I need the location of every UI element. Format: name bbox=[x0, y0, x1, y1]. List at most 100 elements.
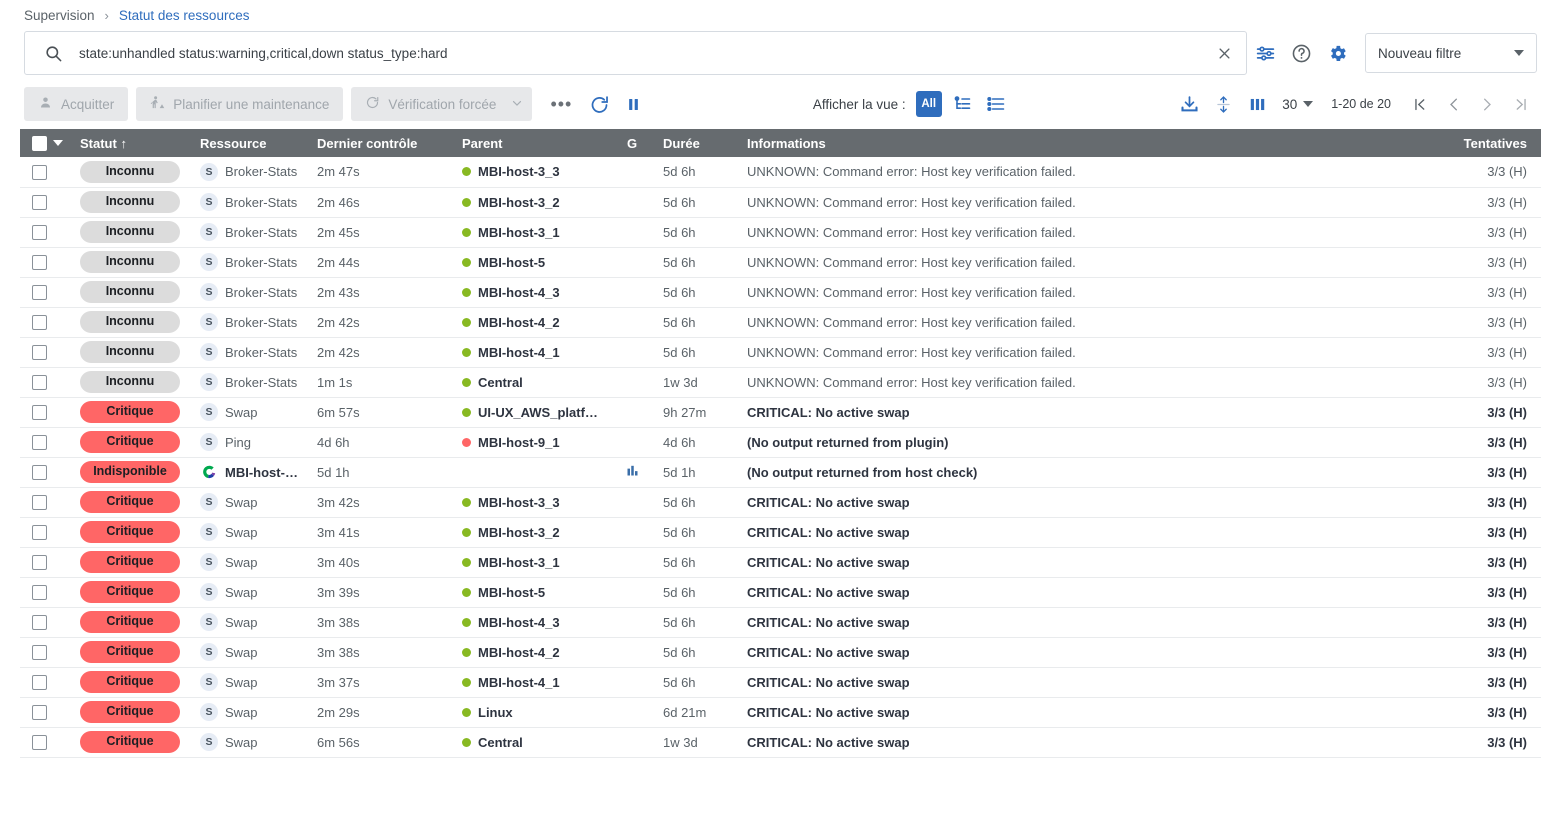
parent-name[interactable]: MBI-host-4_3 bbox=[478, 614, 560, 630]
refresh-icon[interactable] bbox=[582, 87, 616, 121]
row-checkbox[interactable] bbox=[32, 495, 47, 511]
row-checkbox[interactable] bbox=[32, 315, 47, 331]
column-header-duration[interactable]: Durée bbox=[655, 129, 739, 157]
table-row[interactable]: Critique S Swap 3m 41s MBI-host-3_2 5d 6h CRIT… bbox=[20, 517, 1541, 548]
row-checkbox[interactable] bbox=[32, 195, 47, 211]
row-checkbox[interactable] bbox=[32, 435, 47, 451]
column-header-parent[interactable]: Parent bbox=[454, 129, 609, 157]
resource-name[interactable]: Swap bbox=[225, 404, 258, 420]
resource-cell[interactable]: S Broker-Stats bbox=[192, 337, 309, 368]
select-all-checkbox[interactable] bbox=[32, 135, 47, 151]
parent-name[interactable]: MBI-host-3_3 bbox=[478, 164, 560, 180]
row-height-icon[interactable] bbox=[1206, 87, 1240, 121]
row-checkbox[interactable] bbox=[32, 255, 47, 271]
resource-name[interactable]: Swap bbox=[225, 494, 258, 510]
breadcrumb-root[interactable]: Supervision bbox=[24, 8, 95, 23]
resource-cell[interactable]: S Swap bbox=[192, 637, 309, 668]
next-page-icon[interactable] bbox=[1471, 88, 1503, 120]
resource-name[interactable]: Broker-Stats bbox=[225, 194, 298, 210]
parent-name[interactable]: MBI-host-4_2 bbox=[478, 644, 560, 660]
row-checkbox[interactable] bbox=[32, 675, 47, 691]
table-row[interactable]: Inconnu S Broker-Stats 2m 43s MBI-host-4_3 5d… bbox=[20, 277, 1541, 308]
table-row[interactable]: Critique S Swap 3m 42s MBI-host-3_3 5d 6h CRIT… bbox=[20, 487, 1541, 518]
parent-name[interactable]: MBI-host-4_1 bbox=[478, 674, 560, 690]
resource-cell[interactable]: S Broker-Stats bbox=[192, 277, 309, 308]
first-page-icon[interactable] bbox=[1403, 88, 1435, 120]
resource-name[interactable]: Broker-Stats bbox=[225, 284, 298, 300]
resource-name[interactable]: Broker-Stats bbox=[225, 344, 298, 360]
resource-cell[interactable]: S Broker-Stats bbox=[192, 217, 309, 248]
acknowledge-button[interactable]: Acquitter bbox=[24, 87, 129, 121]
table-row[interactable]: Inconnu S Broker-Stats 2m 44s MBI-host-5 5d 6… bbox=[20, 247, 1541, 278]
row-checkbox[interactable] bbox=[32, 375, 47, 391]
parent-name[interactable]: Central bbox=[478, 374, 523, 390]
resource-cell[interactable]: S Broker-Stats bbox=[192, 187, 309, 218]
resource-name[interactable]: MBI-host-9_1 bbox=[225, 464, 301, 480]
column-header-last-check[interactable]: Dernier contrôle bbox=[309, 129, 454, 157]
prev-page-icon[interactable] bbox=[1437, 88, 1469, 120]
table-row[interactable]: Inconnu S Broker-Stats 1m 1s Central 1w 3d UNK… bbox=[20, 367, 1541, 398]
resource-name[interactable]: Broker-Stats bbox=[225, 164, 298, 180]
parent-name[interactable]: MBI-host-3_1 bbox=[478, 554, 560, 570]
resource-cell[interactable]: S Broker-Stats bbox=[192, 157, 309, 188]
parent-name[interactable]: Central bbox=[478, 734, 523, 750]
row-checkbox[interactable] bbox=[32, 465, 47, 481]
search-input[interactable]: state:unhandled status:warning,critical,… bbox=[79, 45, 448, 61]
row-checkbox[interactable] bbox=[32, 225, 47, 241]
resource-name[interactable]: Ping bbox=[225, 434, 252, 450]
resource-cell[interactable]: S Swap bbox=[192, 727, 309, 758]
table-row[interactable]: Critique S Swap 6m 57s UI-UX_AWS_platform 9h … bbox=[20, 397, 1541, 428]
table-row[interactable]: Inconnu S Broker-Stats 2m 47s MBI-host-3_3 5d… bbox=[20, 157, 1541, 188]
resource-cell[interactable]: S Broker-Stats bbox=[192, 247, 309, 278]
parent-name[interactable]: MBI-host-3_3 bbox=[478, 494, 560, 510]
table-row[interactable]: Critique S Swap 3m 37s MBI-host-4_1 5d 6h CRIT… bbox=[20, 667, 1541, 698]
column-header-tries[interactable]: Tentatives bbox=[1431, 129, 1541, 157]
resource-cell[interactable]: S Swap bbox=[192, 697, 309, 728]
view-all-button[interactable]: All bbox=[915, 91, 942, 117]
parent-name[interactable]: MBI-host-3_2 bbox=[478, 194, 560, 210]
table-row[interactable]: Inconnu S Broker-Stats 2m 45s MBI-host-3_1 5d… bbox=[20, 217, 1541, 248]
parent-name[interactable]: MBI-host-9_1 bbox=[478, 434, 560, 450]
table-row[interactable]: Critique S Swap 2m 29s Linux 6d 21m CRITICAL: … bbox=[20, 697, 1541, 728]
table-row[interactable]: Critique S Swap 3m 38s MBI-host-4_2 5d 6h CRIT… bbox=[20, 637, 1541, 668]
help-circle-icon[interactable] bbox=[1283, 33, 1319, 73]
tree-view-icon[interactable] bbox=[948, 91, 976, 117]
parent-name[interactable]: MBI-host-3_1 bbox=[478, 224, 560, 240]
more-actions-button[interactable]: ••• bbox=[550, 94, 573, 114]
resource-name[interactable]: Swap bbox=[225, 614, 258, 630]
column-header-resource[interactable]: Ressource bbox=[192, 129, 309, 157]
forced-check-button[interactable]: Vérification forcée bbox=[351, 87, 533, 121]
row-checkbox[interactable] bbox=[32, 525, 47, 541]
last-page-icon[interactable] bbox=[1505, 88, 1537, 120]
resource-cell[interactable]: S Swap bbox=[192, 607, 309, 638]
pause-icon[interactable] bbox=[616, 87, 650, 121]
resource-name[interactable]: Broker-Stats bbox=[225, 224, 298, 240]
chevron-down-icon[interactable] bbox=[53, 140, 63, 146]
download-icon[interactable] bbox=[1172, 87, 1206, 121]
gear-icon[interactable] bbox=[1319, 33, 1355, 73]
resource-cell[interactable]: S Broker-Stats bbox=[192, 307, 309, 338]
row-checkbox[interactable] bbox=[32, 405, 47, 421]
resource-cell[interactable]: S Swap bbox=[192, 397, 309, 428]
table-row[interactable]: Inconnu S Broker-Stats 2m 42s MBI-host-4_1 5d… bbox=[20, 337, 1541, 368]
row-checkbox[interactable] bbox=[32, 345, 47, 361]
resource-cell[interactable]: S Broker-Stats bbox=[192, 367, 309, 398]
row-checkbox[interactable] bbox=[32, 555, 47, 571]
resource-name[interactable]: Swap bbox=[225, 554, 258, 570]
clear-search-icon[interactable] bbox=[1208, 37, 1240, 69]
rows-per-page-select[interactable]: 30 bbox=[1282, 97, 1314, 112]
resource-cell[interactable]: MBI-host-9_1 bbox=[192, 457, 309, 488]
resource-name[interactable]: Swap bbox=[225, 584, 258, 600]
resource-name[interactable]: Swap bbox=[225, 524, 258, 540]
graph-cell[interactable] bbox=[609, 457, 655, 488]
table-row[interactable]: Critique S Swap 3m 39s MBI-host-5 5d 6h CRITIC… bbox=[20, 577, 1541, 608]
table-row[interactable]: Indisponible MBI-host-9_1 5d 1h 5d 1h (No ou… bbox=[20, 457, 1541, 488]
row-checkbox[interactable] bbox=[32, 285, 47, 301]
table-row[interactable]: Critique S Swap 3m 40s MBI-host-3_1 5d 6h CRIT… bbox=[20, 547, 1541, 578]
resource-name[interactable]: Broker-Stats bbox=[225, 374, 298, 390]
table-row[interactable]: Inconnu S Broker-Stats 2m 42s MBI-host-4_2 5d… bbox=[20, 307, 1541, 338]
list-view-icon[interactable] bbox=[982, 91, 1010, 117]
row-checkbox[interactable] bbox=[32, 705, 47, 721]
resource-cell[interactable]: S Ping bbox=[192, 427, 309, 458]
filter-sliders-icon[interactable] bbox=[1247, 33, 1283, 73]
